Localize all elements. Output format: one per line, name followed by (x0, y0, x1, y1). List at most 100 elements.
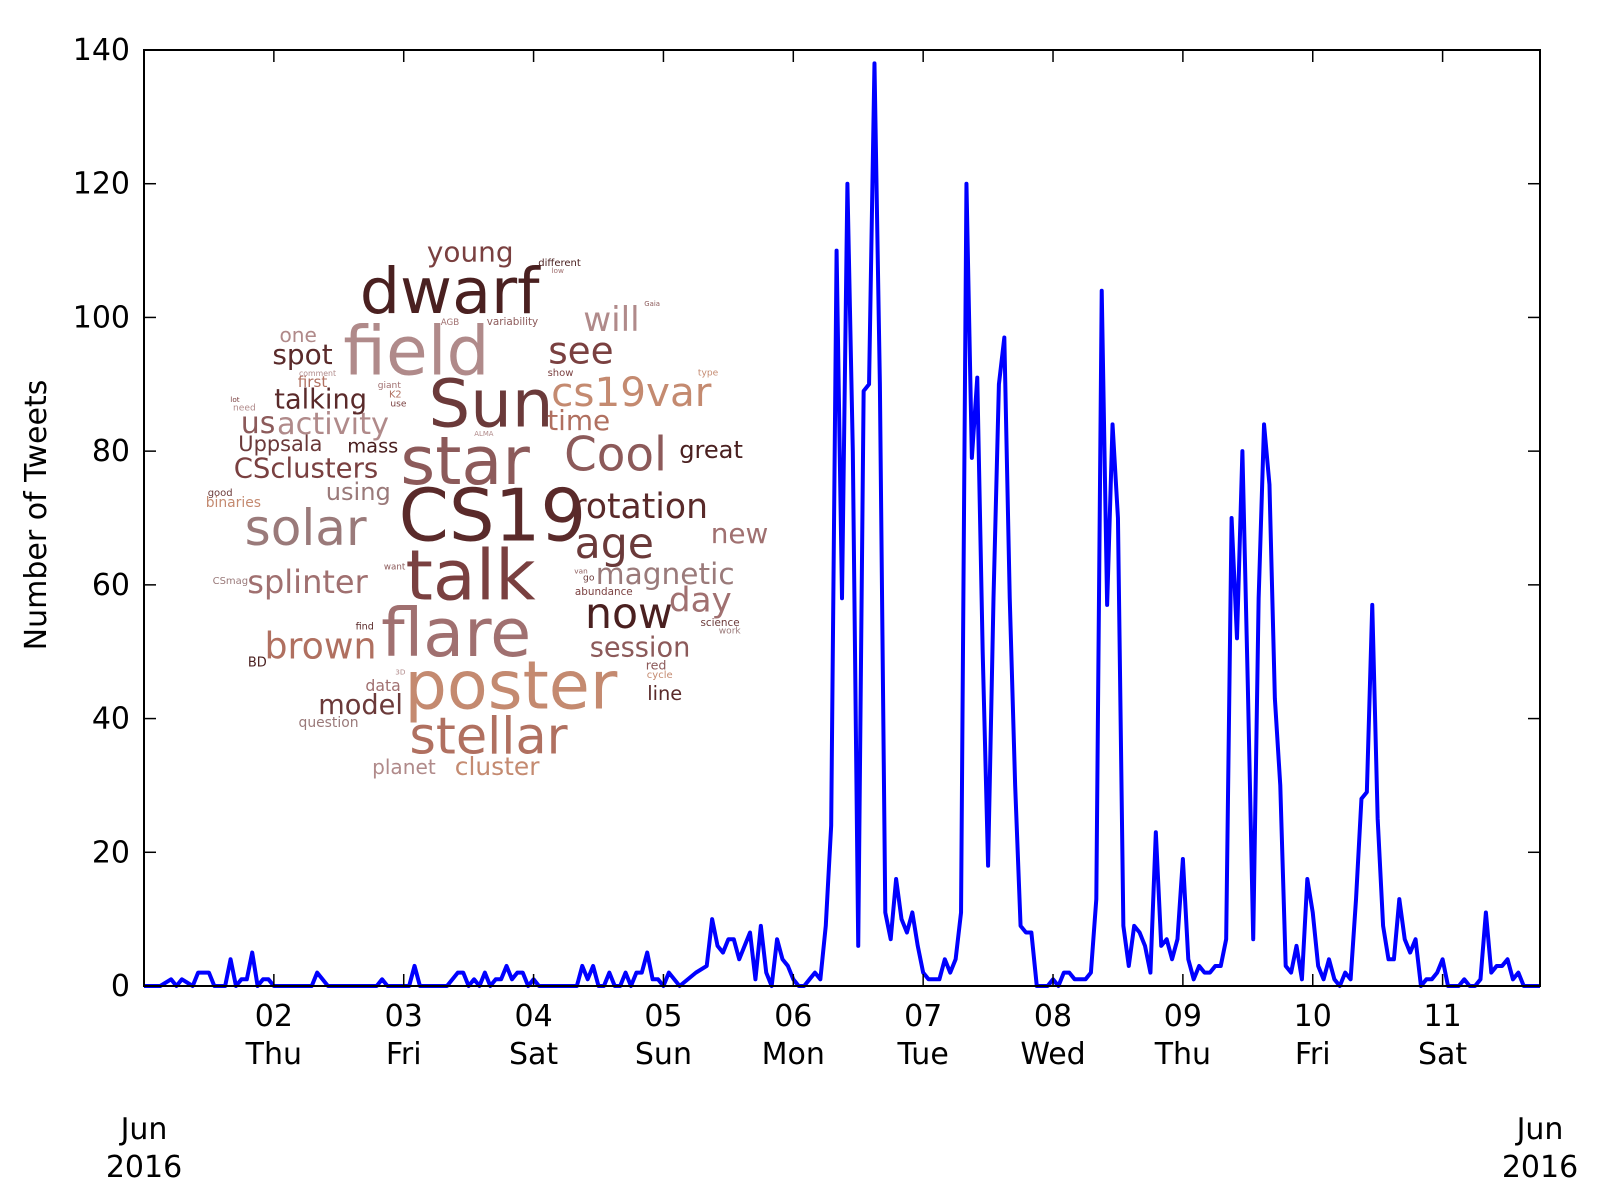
x-tick-weekday-label: Fri (1295, 1037, 1331, 1072)
range-start-year: 2016 (106, 1150, 182, 1185)
word-cloud-word: go (583, 573, 595, 584)
range-end-year: 2016 (1502, 1150, 1578, 1185)
word-cloud-word: CSmag (213, 576, 249, 587)
word-cloud-word: red (646, 658, 667, 673)
word-cloud-word: find (356, 621, 374, 632)
word-cloud-word: activity (277, 407, 389, 442)
word-cloud-word: us (241, 406, 276, 441)
word-cloud-word: using (326, 478, 391, 506)
word-cloud-word: first (298, 373, 328, 391)
word-cloud-word: Cool (564, 429, 667, 483)
word-cloud-word: spot (272, 338, 332, 371)
word-cloud-word: poster (405, 647, 618, 725)
word-cloud-word: age (575, 519, 654, 569)
word-cloud-word: will (583, 300, 639, 340)
y-tick-label: 100 (73, 300, 130, 335)
word-cloud-word: session (590, 632, 691, 663)
word-cloud-word: young (427, 236, 514, 269)
x-tick-day-label: 03 (385, 999, 423, 1034)
word-cloud-word: splinter (247, 563, 368, 601)
date-range-labels: Jun 2016 Jun 2016 (106, 1112, 1578, 1185)
word-cloud-word: Gaia (644, 300, 660, 308)
y-tick-label: 20 (92, 835, 130, 870)
word-cloud-word: CSclusters (234, 452, 379, 484)
x-tick-day-label: 10 (1294, 999, 1332, 1034)
word-cloud-word: magnetic (596, 557, 735, 591)
word-cloud-word: talk (406, 535, 537, 616)
x-tick-day-label: 11 (1424, 999, 1462, 1034)
word-cloud-word: line (647, 682, 682, 705)
word-cloud-word: want (384, 563, 406, 573)
word-cloud-word: time (547, 404, 610, 437)
word-cloud-word: comment (299, 369, 336, 378)
word-cloud-word: solar (245, 498, 367, 557)
word-cloud-word: now (585, 589, 673, 639)
x-tick-weekday-label: Fri (386, 1037, 422, 1072)
word-cloud-word: use (390, 400, 407, 410)
word-cloud-word: data (365, 676, 400, 695)
x-axis: 02Thu03Fri04Sat05Sun06Mon07Tue08Wed09Thu… (245, 50, 1467, 1072)
word-cloud-word: cs19var (551, 368, 712, 416)
word-cloud-word: question (299, 715, 359, 731)
series-line-0 (144, 61, 1540, 988)
word-cloud-word: CS19 (399, 474, 587, 558)
word-cloud-word: giant (378, 381, 402, 391)
x-tick-day-label: 09 (1164, 999, 1202, 1034)
x-tick-weekday-label: Wed (1020, 1037, 1085, 1072)
range-end-month: Jun (1515, 1112, 1564, 1147)
word-cloud-word: talking (274, 385, 367, 416)
word-cloud-word: ALMA (474, 430, 493, 438)
word-cloud-word: Uppsala (238, 432, 322, 456)
x-tick-weekday-label: Sun (635, 1037, 692, 1072)
y-tick-label: 60 (92, 568, 130, 603)
word-cloud-word: model (318, 690, 403, 721)
x-tick-day-label: 08 (1034, 999, 1072, 1034)
word-cloud-word: low (552, 266, 564, 275)
word-cloud-word: different (538, 258, 581, 269)
x-tick-day-label: 04 (514, 999, 552, 1034)
x-tick-weekday-label: Sat (509, 1037, 558, 1072)
word-cloud-word: K2 (389, 390, 402, 401)
word-cloud-word: see (548, 329, 614, 373)
word-cloud-word: need (233, 404, 256, 414)
word-cloud-word: good (208, 488, 233, 499)
word-cloud-word: rotation (572, 487, 708, 527)
word-cloud-word: work (719, 626, 742, 636)
x-tick-weekday-label: Thu (245, 1037, 302, 1072)
word-cloud-word: Sun (429, 366, 554, 442)
word-cloud-word: star (400, 422, 530, 500)
word-cloud-word: binaries (206, 495, 261, 511)
word-cloud-word: one (280, 323, 317, 347)
y-tick-label: 0 (111, 969, 130, 1004)
word-cloud-word: brown (265, 625, 377, 668)
x-tick-day-label: 02 (255, 999, 293, 1034)
word-cloud-word: mass (347, 435, 398, 458)
word-cloud-word: 3D (395, 668, 406, 677)
plot-frame (143, 49, 1541, 987)
word-cloud-word: stellar (409, 708, 567, 767)
y-tick-label: 40 (92, 702, 130, 737)
x-tick-weekday-label: Mon (762, 1037, 825, 1072)
word-cloud-word: field (343, 311, 489, 390)
y-axis: 0 20 40 60 80 100 120 140 (73, 33, 1540, 1004)
word-cloud-word: BD (248, 655, 267, 670)
word-cloud-word: planet (372, 755, 436, 779)
word-cloud-word: flare (381, 594, 531, 672)
word-cloud-word: abundance (575, 586, 633, 598)
x-tick-weekday-label: Sat (1418, 1037, 1467, 1072)
y-tick-label: 120 (73, 167, 130, 202)
x-tick-weekday-label: Tue (897, 1037, 949, 1072)
word-cloud-word: new (711, 517, 769, 550)
word-cloud-word: day (669, 580, 732, 620)
word-cloud-word: science (701, 617, 740, 629)
word-cloud-word: lot (230, 395, 239, 404)
series-layer (144, 61, 1540, 988)
word-cloud-word: cluster (455, 752, 540, 781)
word-cloud-word: van (574, 566, 587, 575)
y-tick-label: 80 (92, 434, 130, 469)
word-cloud-word: type (698, 369, 719, 379)
word-cloud-word: variability (487, 316, 539, 328)
